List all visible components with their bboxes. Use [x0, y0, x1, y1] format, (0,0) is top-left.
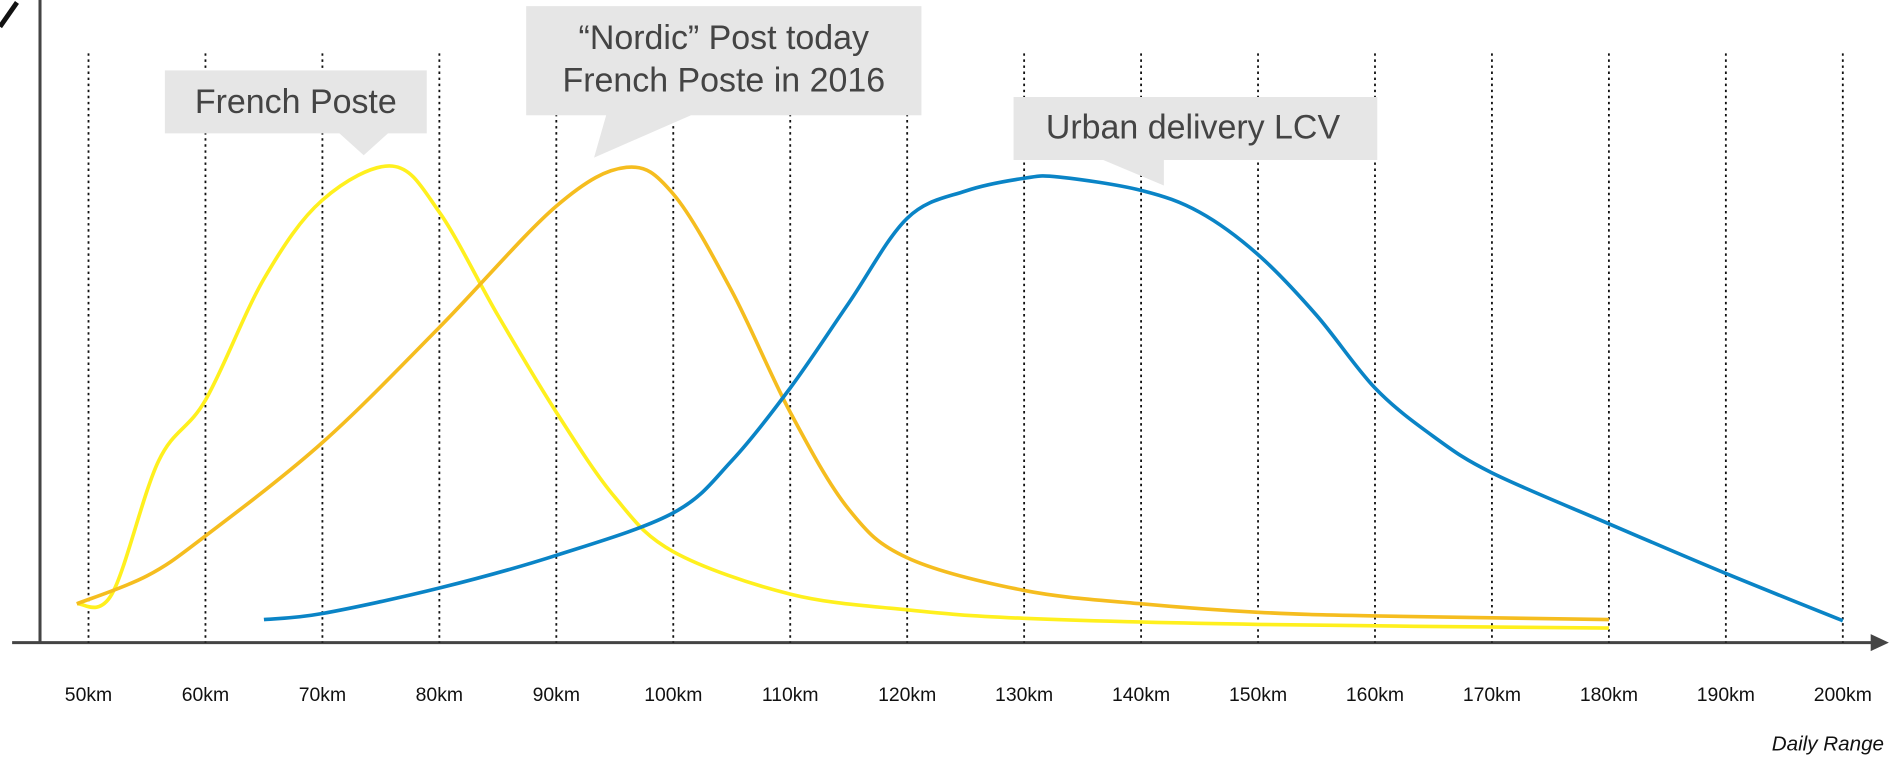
callout-box — [526, 6, 922, 158]
callout-text: French Poste in 2016 — [562, 61, 885, 99]
x-tick-label: 140km — [1112, 684, 1170, 706]
x-tick-label: 100km — [644, 684, 702, 706]
x-tick-label: 80km — [416, 684, 463, 706]
callout-text: “Nordic” Post today — [579, 19, 869, 57]
callout-box — [1013, 97, 1378, 186]
x-tick-label: 110km — [762, 684, 819, 706]
x-tick-label: 120km — [878, 684, 936, 706]
x-tick-label: 160km — [1346, 684, 1404, 706]
callout-text: French Poste — [195, 83, 397, 121]
corner-mark — [0, 1, 19, 29]
series-line — [263, 174, 1844, 623]
x-tick-label: 50km — [65, 684, 112, 706]
callout: “Nordic” Post today French Poste in 2016 — [526, 6, 922, 158]
x-tick-label: 90km — [533, 684, 580, 706]
x-tick-label: 70km — [299, 684, 346, 706]
callout-box — [164, 70, 427, 156]
series-line — [76, 165, 1609, 622]
x-tick-label: 170km — [1463, 684, 1521, 706]
x-tick-label: 190km — [1697, 684, 1755, 706]
x-tick-label: 150km — [1229, 684, 1287, 706]
x-tick-label: 130km — [995, 684, 1053, 706]
x-axis-arrow — [1870, 634, 1889, 652]
callout-text: Urban delivery LCV — [1046, 109, 1341, 147]
x-tick-label: 60km — [182, 684, 229, 706]
x-tick-label: 200km — [1814, 684, 1872, 706]
x-axis-label: Daily Range — [1772, 732, 1884, 755]
callout: Urban delivery LCV — [1013, 97, 1378, 186]
series-line — [76, 164, 1609, 630]
callout: French Poste — [164, 70, 427, 156]
x-tick-label: 180km — [1580, 684, 1638, 706]
